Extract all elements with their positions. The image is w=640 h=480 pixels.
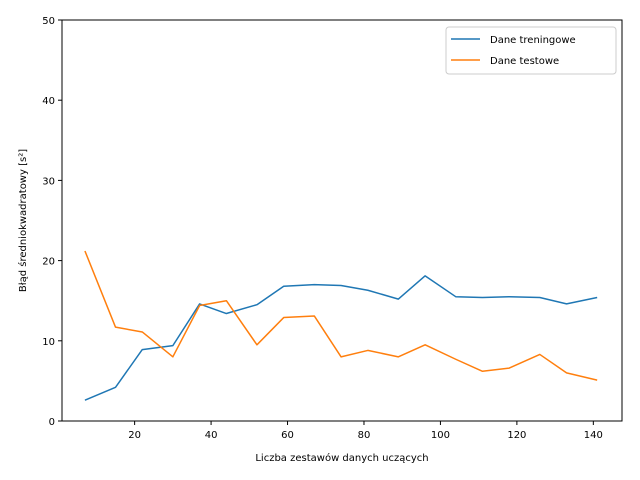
legend: Dane treningowe Dane testowe <box>445 26 617 75</box>
x-axis-label: Liczba zestawów danych uczących <box>255 452 428 464</box>
y-axis-label: Błąd średniokwadratowy [s²] <box>17 149 29 292</box>
plot-frame <box>61 19 623 422</box>
y-tick-label: 50 <box>42 16 55 27</box>
legend-label-test: Dane testowe <box>490 56 559 67</box>
series-line-train <box>84 275 598 401</box>
series-line-test <box>84 250 598 381</box>
x-tick-label: 120 <box>507 430 526 441</box>
x-tick-label: 40 <box>205 430 218 441</box>
x-tick-label: 140 <box>584 430 603 441</box>
x-axis-ticks: 20 40 60 80 100 120 140 <box>128 421 603 441</box>
x-tick-label: 60 <box>281 430 294 441</box>
plot-layer <box>84 250 598 401</box>
y-tick-label: 10 <box>42 337 55 348</box>
legend-box <box>445 26 617 75</box>
x-tick-label: 100 <box>431 430 450 441</box>
y-axis-ticks: 0 10 20 30 40 50 <box>42 16 62 428</box>
y-tick-label: 20 <box>42 257 55 268</box>
x-tick-label: 20 <box>128 430 141 441</box>
x-tick-label: 80 <box>358 430 371 441</box>
y-tick-label: 30 <box>42 176 55 187</box>
legend-label-train: Dane treningowe <box>490 35 576 46</box>
y-tick-label: 0 <box>49 417 55 428</box>
y-tick-label: 40 <box>42 96 55 107</box>
